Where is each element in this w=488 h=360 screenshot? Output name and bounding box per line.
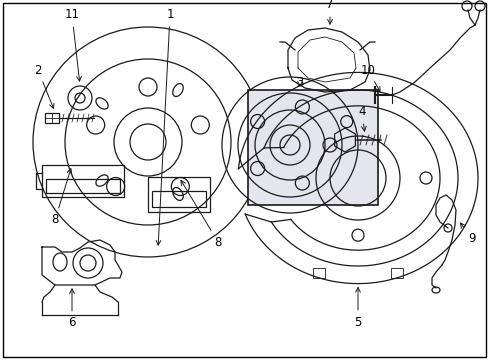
Text: 5: 5: [354, 288, 361, 328]
Bar: [148, 177, 209, 212]
Text: 7: 7: [325, 0, 333, 24]
Text: 11: 11: [64, 9, 81, 81]
Bar: [45, 113, 59, 123]
Text: 4: 4: [358, 105, 366, 131]
Bar: [247, 90, 377, 205]
Text: 2: 2: [34, 63, 54, 108]
Bar: [390, 268, 403, 278]
Text: 6: 6: [68, 289, 76, 329]
Text: 10: 10: [360, 63, 379, 92]
Text: 8: 8: [181, 180, 221, 248]
Bar: [152, 191, 205, 207]
Text: 8: 8: [51, 169, 72, 226]
Text: 3: 3: [296, 76, 303, 89]
Bar: [42, 165, 124, 197]
Text: 1: 1: [156, 9, 173, 245]
Bar: [312, 268, 324, 278]
Text: 9: 9: [459, 223, 475, 244]
Bar: [46, 179, 120, 193]
